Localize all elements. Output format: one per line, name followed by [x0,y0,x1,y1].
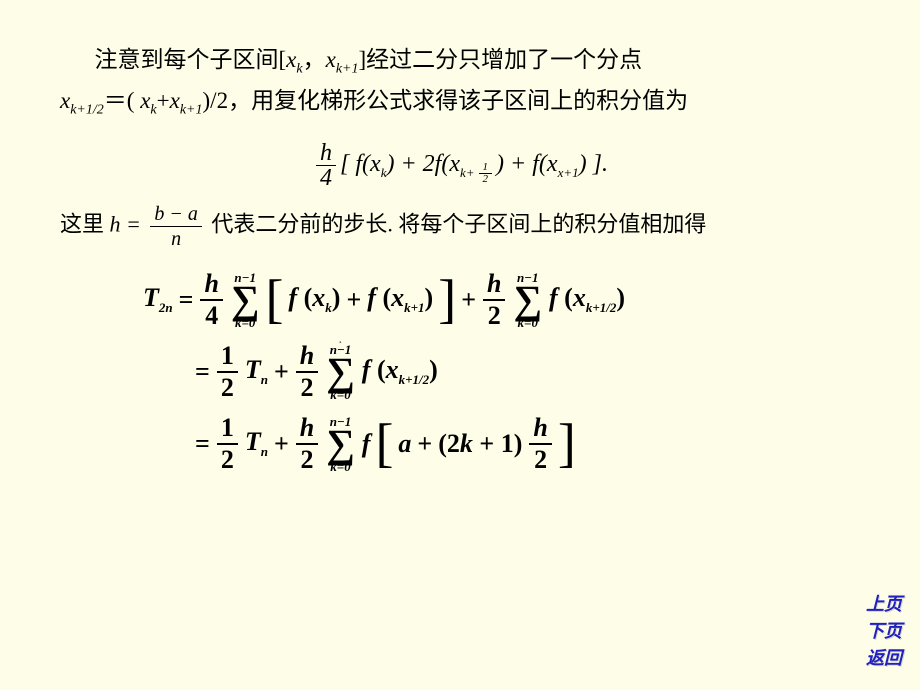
sum-2: n−1∑k=0 [513,271,542,329]
var-xb: x [170,88,180,113]
denominator: n [167,227,185,249]
var-xkh: x [60,88,70,113]
denominator: 4 [316,166,336,190]
text: ， [303,47,326,72]
text: 注意到每个子区间[ [95,47,287,72]
left-bracket: [ [375,422,393,465]
paragraph-1: 注意到每个子区间[xk，xk+1]经过二分只增加了一个分点 xk+1/2＝( x… [60,40,860,123]
text: ＝( [104,88,140,113]
var-xk1: x [326,47,336,72]
right-bracket: ] [558,422,576,465]
paragraph-2: 这里 h = b − an 代表二分前的步长. 将每个子区间上的积分值相加得 [60,204,860,249]
plus: + [274,357,289,387]
sub-b: k+1 [180,103,203,118]
sub-kh: k+1/2 [70,103,104,118]
var-Tn: Tn [245,355,268,388]
plus: + [417,429,432,459]
eq-sign: = [179,285,194,315]
formula-body: [ f(xk) + 2f(xk+12) + f(xx+1) ]. [340,151,608,177]
nav-back[interactable]: 返回 [866,645,902,672]
fraction-h2: h2 [296,415,318,473]
var-Tn: Tn [245,427,268,460]
right-bracket: ] [438,278,456,321]
decorative-dot: · [338,336,343,352]
nav-links: 上页 下页 返回 [866,591,902,672]
fraction-h2b: h2 [529,415,551,473]
term-fxk: f (xk) [288,283,340,316]
var-xk: x [286,47,296,72]
left-bracket: [ [265,278,283,321]
var-a: a [398,429,411,459]
slide-content: 注意到每个子区间[xk，xk+1]经过二分只增加了一个分点 xk+1/2＝( x… [0,0,920,503]
sum-4: n−1∑k=0 [326,415,355,473]
var-h: h [110,211,121,236]
text: 这里 [60,211,110,236]
numerator: b − a [150,204,202,227]
var-xa: x [140,88,150,113]
text: ]经过二分只增加了一个分点 [359,47,643,72]
nav-prev[interactable]: 上页 [866,591,902,618]
formula-1: h 4 [ f(xk) + 2f(xk+12) + f(xx+1) ]. [60,141,860,190]
eq-sign: = [195,429,210,459]
fraction-ba-n: b − an [150,204,202,249]
term-2k1: (2k + 1) [438,429,522,459]
plus: + [274,429,289,459]
text: )/2，用复化梯形公式求得该子区间上的积分值为 [203,88,689,113]
equation-row-2: = 12 Tn + h2 n−1∑k=0 f (xk+1/2) [192,339,860,405]
fraction-12: 12 [217,343,238,401]
sum-1: n−1∑k=0 [231,271,260,329]
eq-sign: = [121,211,147,236]
var-T2n: T2n [143,283,173,316]
var-f: f [362,429,371,459]
term-fxk1: f (xk+1) [367,283,433,316]
fraction-h2: h2 [296,343,318,401]
sub-k1: k+1 [336,62,359,77]
equation-row-3: = 12 Tn + h2 n−1∑k=0 f [ a + (2k + 1) h2… [192,411,860,477]
eq-sign: = [195,357,210,387]
plus: + [461,285,476,315]
fraction-h2: h2 [483,271,505,329]
numerator: h [316,141,336,166]
equation-row-1: T2n = h4 n−1∑k=0 [ f (xk) + f (xk+1) ] +… [140,267,860,333]
term-fxkh: f (xk+1/2) [549,283,625,316]
fraction-h4: h 4 [316,141,336,190]
nav-next[interactable]: 下页 [866,618,902,645]
fraction-h4: h4 [200,271,222,329]
plus: + [346,285,361,315]
equation-block: T2n = h4 n−1∑k=0 [ f (xk) + f (xk+1) ] +… [140,267,860,477]
text: 代表二分前的步长. 将每个子区间上的积分值相加得 [206,211,707,236]
fraction-12: 12 [217,415,238,473]
text: + [157,88,170,113]
term-fxkh: f (xk+1/2) [362,355,438,388]
